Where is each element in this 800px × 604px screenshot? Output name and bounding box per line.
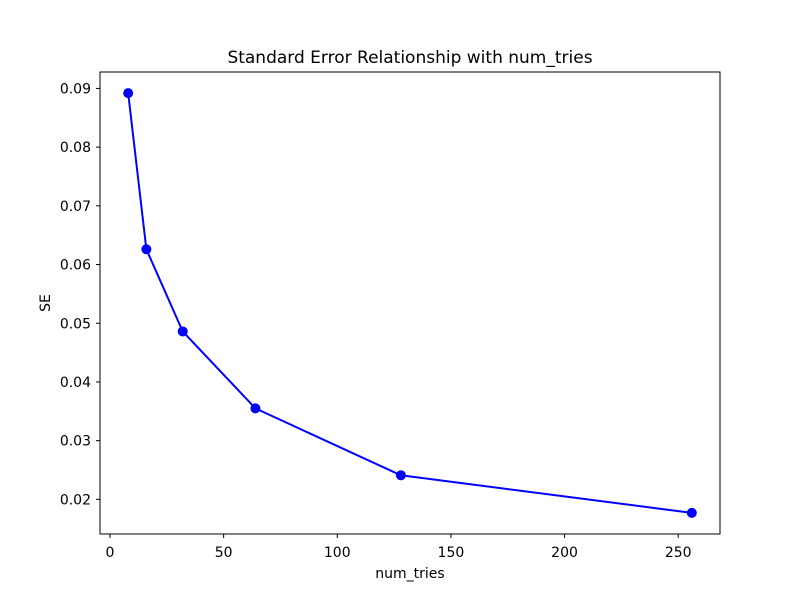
x-tick-label: 0 [106,545,115,561]
x-axis-label: num_tries [375,566,444,582]
data-point-marker [141,244,152,255]
y-tick-label: 0.06 [60,258,91,274]
data-point-marker [177,326,188,337]
x-tick-label: 200 [551,545,578,561]
x-tick-label: 150 [438,545,465,561]
data-point-marker [395,470,406,481]
data-point-marker [123,88,134,99]
y-tick-label: 0.07 [60,199,91,215]
y-axis-label: SE [38,294,54,312]
x-tick-label: 50 [215,545,233,561]
data-point-marker [250,403,261,414]
y-tick-label: 0.05 [60,316,91,332]
data-point-marker [686,507,697,518]
y-tick-label: 0.08 [60,140,91,156]
y-tick-label: 0.03 [60,434,91,450]
data-line [127,92,693,514]
y-tick-label: 0.02 [60,492,91,508]
y-tick-label: 0.09 [60,81,91,97]
y-tick-label: 0.04 [60,375,91,391]
plot-frame [99,71,721,535]
x-tick-label: 100 [324,545,351,561]
x-tick-label: 250 [665,545,692,561]
chart-title: Standard Error Relationship with num_tri… [227,48,592,68]
